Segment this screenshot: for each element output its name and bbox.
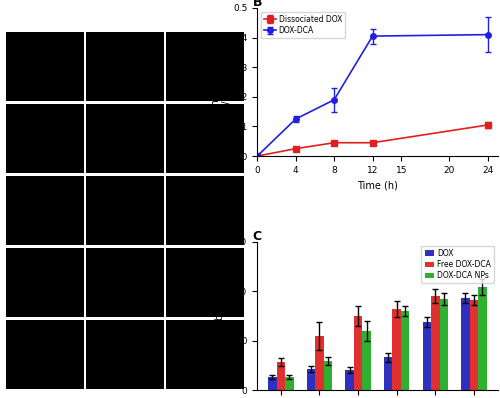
Bar [166, 32, 244, 101]
Bar [401, 311, 409, 390]
Bar [276, 363, 285, 390]
Bar [6, 104, 84, 173]
Bar [86, 104, 164, 173]
Bar [285, 377, 294, 390]
Bar [268, 377, 276, 390]
Bar [6, 32, 84, 101]
Y-axis label: Cell viability (%): Cell viability (%) [214, 276, 224, 356]
Bar [440, 299, 448, 390]
Bar [324, 361, 332, 390]
Y-axis label: Concentration
(μg/mg protein): Concentration (μg/mg protein) [210, 44, 232, 120]
Bar [86, 320, 164, 388]
Bar [392, 309, 401, 390]
X-axis label: Time (h): Time (h) [357, 180, 398, 190]
Text: Merge: Merge [194, 15, 216, 20]
Bar [166, 176, 244, 245]
Bar [346, 370, 354, 390]
Bar [166, 248, 244, 317]
Bar [354, 316, 362, 390]
Text: DAPI: DAPI [116, 15, 134, 20]
Bar [461, 298, 469, 390]
Bar [307, 369, 316, 390]
Bar [422, 322, 431, 390]
Bar [86, 176, 164, 245]
Text: DOX: DOX [38, 15, 52, 20]
Bar [6, 320, 84, 388]
Bar [86, 248, 164, 317]
Bar [166, 320, 244, 388]
Bar [362, 331, 371, 390]
Legend: DOX, Free DOX-DCA, DOX-DCA NPs: DOX, Free DOX-DCA, DOX-DCA NPs [422, 246, 494, 283]
Text: B: B [252, 0, 262, 9]
Legend: Dissociated DOX, DOX-DCA: Dissociated DOX, DOX-DCA [261, 12, 345, 38]
Bar [6, 248, 84, 317]
Text: C: C [252, 230, 262, 243]
Bar [166, 104, 244, 173]
Bar [431, 296, 440, 390]
Bar [384, 357, 392, 390]
Bar [316, 336, 324, 390]
Bar [470, 300, 478, 390]
Bar [86, 32, 164, 101]
Bar [6, 176, 84, 245]
Bar [478, 287, 486, 390]
